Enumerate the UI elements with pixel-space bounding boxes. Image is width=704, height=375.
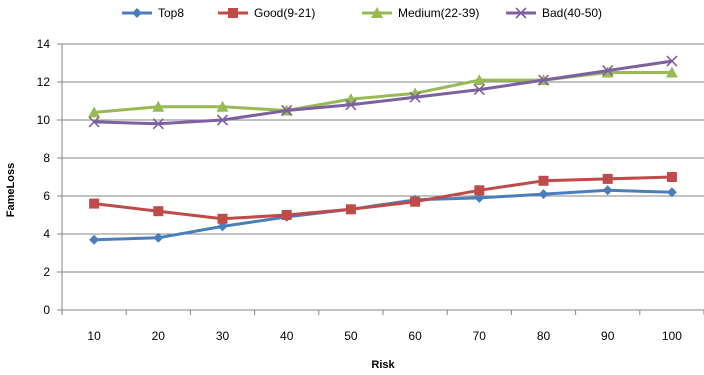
series-group (88, 55, 678, 245)
data-point (152, 100, 165, 112)
marker-stroke (409, 91, 421, 103)
legend-label: Good(9-21) (254, 6, 315, 20)
legend: Top8 Good(9-21) Medium(22-39) Bad(40-50) (122, 6, 602, 20)
y-axis-title: FameLoss (5, 163, 17, 217)
marker-stroke (602, 65, 614, 77)
x-tick-label: 70 (473, 329, 487, 343)
legend-item: Good(9-21) (218, 6, 315, 20)
marker-stroke (88, 116, 100, 128)
data-point (666, 187, 677, 198)
y-tick-label: 4 (43, 227, 50, 241)
x-tick-label: 90 (601, 329, 615, 343)
data-point (88, 106, 101, 118)
data-point (281, 210, 292, 220)
x-tick-label: 50 (344, 329, 358, 343)
x-tick-label: 60 (408, 329, 422, 343)
data-point (474, 185, 485, 196)
series-good-9-21 (89, 172, 677, 224)
data-point (537, 74, 550, 86)
data-point (665, 66, 678, 78)
marker-stroke (666, 55, 678, 67)
data-point (666, 55, 678, 67)
marker-stroke (473, 84, 485, 96)
data-point (281, 104, 293, 117)
x-tick-label: 80 (537, 329, 551, 343)
data-point (410, 196, 421, 207)
data-point (89, 198, 100, 209)
data-point (602, 65, 614, 77)
marker-stroke (515, 7, 527, 19)
legend-item: Bad(40-50) (506, 6, 602, 20)
x-tick-label: 40 (280, 329, 294, 343)
data-point (89, 234, 100, 245)
data-point (409, 91, 421, 103)
series-line (93, 71, 672, 114)
data-point (153, 232, 164, 243)
y-tick-label: 10 (37, 113, 51, 127)
data-point (152, 118, 164, 130)
x-tick-label: 10 (87, 329, 101, 343)
marker-stroke (152, 118, 164, 130)
data-point (88, 116, 100, 128)
data-point (602, 185, 613, 196)
y-axis-ticks: 0 2 4 6 8 10 12 14 (37, 37, 62, 317)
legend-label: Top8 (158, 6, 184, 20)
data-point (473, 74, 486, 86)
x-axis-title: Risk (371, 359, 395, 371)
y-tick-label: 2 (43, 265, 50, 279)
marker-stroke (345, 99, 357, 111)
legend-marker (228, 8, 238, 18)
y-tick-label: 6 (43, 189, 50, 203)
marker-stroke (281, 104, 293, 117)
series-top8 (89, 185, 677, 245)
data-point (602, 173, 613, 184)
data-point (473, 84, 485, 96)
x-tick-label: 100 (662, 329, 682, 343)
data-point (538, 175, 549, 186)
legend-marker (515, 7, 527, 19)
data-point (538, 189, 549, 200)
data-point (474, 192, 485, 203)
data-point (217, 213, 228, 224)
data-point (217, 221, 228, 232)
data-point (666, 172, 677, 182)
x-tick-label: 30 (216, 329, 230, 343)
series-line (93, 175, 672, 221)
x-axis-ticks: 10 20 30 40 50 60 70 80 90 100 (61, 310, 704, 343)
data-point (216, 114, 229, 126)
series-bad-40-50 (88, 55, 678, 130)
x-tick-label: 20 (152, 329, 166, 343)
data-point (153, 206, 164, 217)
legend-label: Bad(40-50) (542, 6, 602, 20)
marker-stroke (216, 114, 229, 126)
legend-marker (371, 7, 383, 18)
y-tick-label: 12 (37, 75, 51, 89)
legend-item: Medium(22-39) (362, 6, 479, 20)
data-point (345, 99, 357, 111)
y-tick-label: 8 (43, 151, 50, 165)
legend-item: Top8 (122, 6, 184, 20)
series-line (94, 59, 673, 126)
data-point (216, 100, 229, 112)
y-tick-label: 0 (43, 303, 50, 317)
legend-marker (132, 8, 142, 18)
data-point (345, 204, 356, 215)
marker-stroke (537, 74, 550, 86)
legend-label: Medium(22-39) (398, 6, 479, 20)
y-tick-label: 14 (37, 37, 51, 51)
gridlines (62, 43, 704, 273)
